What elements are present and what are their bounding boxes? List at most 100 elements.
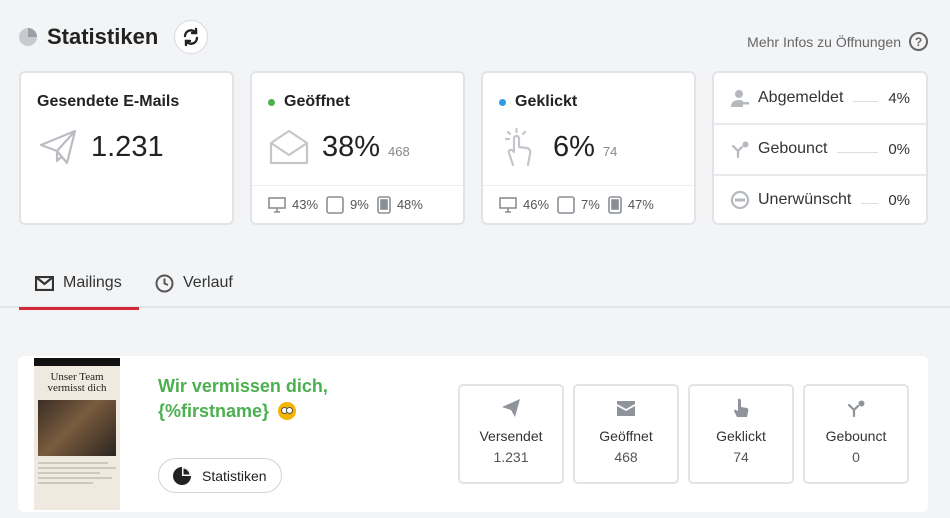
card-title: Gesendete E-Mails bbox=[37, 93, 180, 110]
sent-emails-card: Gesendete E-Mails 1.231 bbox=[19, 71, 234, 225]
status-dot bbox=[268, 98, 275, 106]
more-info-label: Mehr Infos zu Öffnungen bbox=[747, 33, 901, 50]
pie-chart-icon bbox=[19, 28, 37, 46]
divider bbox=[861, 202, 879, 204]
clicked-value-group: 6% 74 bbox=[553, 131, 617, 164]
statistics-button[interactable]: Statistiken bbox=[158, 458, 282, 493]
refresh-button[interactable] bbox=[174, 20, 209, 54]
stat-label: Unerwünscht bbox=[758, 191, 852, 208]
statistics-button-label: Statistiken bbox=[202, 467, 267, 484]
opened-count: 468 bbox=[388, 144, 410, 159]
opened-value-group: 38% 468 bbox=[322, 131, 410, 164]
thumbnail-header-bar bbox=[34, 358, 120, 366]
metric-clicked: Geklickt 74 bbox=[688, 384, 794, 484]
stat-value: 0% bbox=[888, 191, 910, 209]
paper-plane-icon bbox=[502, 399, 520, 417]
stat-label: Gebounct bbox=[758, 140, 828, 157]
bounce-icon bbox=[847, 400, 865, 418]
tablet-stat: 9% bbox=[326, 195, 369, 214]
desktop-value: 46% bbox=[523, 197, 550, 212]
metric-label: Geklickt bbox=[716, 428, 766, 444]
metric-opened: Geöffnet 468 bbox=[573, 384, 679, 484]
tablet-stat: 7% bbox=[557, 195, 600, 214]
divider bbox=[837, 151, 879, 153]
metric-bounced: Gebounct 0 bbox=[803, 384, 909, 484]
pointer-click-icon bbox=[504, 127, 532, 167]
tab-bar: Mailings Verlauf bbox=[0, 258, 950, 310]
tablet-icon bbox=[557, 195, 575, 214]
metric-label: Versendet bbox=[479, 428, 543, 444]
page-title: Statistiken bbox=[47, 24, 159, 49]
status-dot bbox=[499, 98, 506, 106]
spam-icon bbox=[730, 190, 750, 210]
stat-label: Abgemeldet bbox=[758, 89, 844, 106]
tab-label: Mailings bbox=[63, 274, 122, 291]
paper-plane-icon bbox=[39, 129, 77, 165]
envelope-icon bbox=[35, 275, 54, 291]
metric-label: Gebounct bbox=[825, 428, 887, 444]
device-breakdown: 46% 7% 47% bbox=[483, 185, 694, 223]
metric-value: 468 bbox=[614, 449, 638, 465]
envelope-icon bbox=[617, 401, 635, 416]
mailing-subject[interactable]: Wir vermissen dich, {%firstname} bbox=[158, 374, 358, 424]
desktop-icon bbox=[499, 196, 517, 213]
desktop-stat: 43% bbox=[268, 196, 319, 213]
mobile-value: 48% bbox=[396, 197, 423, 212]
help-icon: ? bbox=[909, 32, 928, 51]
desktop-value: 43% bbox=[292, 197, 319, 212]
envelope-open-icon bbox=[269, 129, 309, 165]
tab-mailings[interactable]: Mailings bbox=[19, 258, 139, 310]
mailing-card: Unser Team vermisst dich Wir vermissen d… bbox=[18, 356, 928, 512]
metric-label: Geöffnet bbox=[599, 428, 653, 444]
mobile-stat: 48% bbox=[377, 195, 423, 214]
bounce-icon bbox=[731, 141, 749, 159]
metric-value: 1.231 bbox=[493, 449, 529, 465]
divider bbox=[853, 100, 879, 102]
other-stats-card: Abgemeldet 4% Gebounct 0% Unerwünscht 0% bbox=[712, 71, 928, 225]
stat-value: 4% bbox=[888, 89, 910, 107]
clicked-title: Geklickt bbox=[515, 93, 578, 110]
clicked-value: 6% bbox=[553, 131, 595, 163]
thumbnail-title: Unser Team vermisst dich bbox=[47, 371, 107, 394]
subject-line-1: Wir vermissen dich, bbox=[158, 376, 328, 396]
stat-value: 0% bbox=[888, 140, 910, 158]
tab-label: Verlauf bbox=[183, 274, 233, 291]
clicked-count: 74 bbox=[602, 144, 618, 159]
mobile-icon bbox=[608, 195, 622, 214]
metric-sent: Versendet 1.231 bbox=[458, 384, 564, 484]
opened-card: Geöffnet 38% 468 43% 9% 48% bbox=[250, 71, 465, 225]
thumbnail-photo bbox=[38, 400, 116, 456]
mobile-value: 47% bbox=[627, 197, 654, 212]
tablet-value: 7% bbox=[581, 197, 600, 212]
card-title: Geöffnet bbox=[268, 93, 350, 111]
mobile-stat: 47% bbox=[608, 195, 654, 214]
desktop-stat: 46% bbox=[499, 196, 550, 213]
device-breakdown: 43% 9% 48% bbox=[252, 185, 463, 223]
subject-line-2: {%firstname} bbox=[158, 401, 270, 421]
metric-value: 0 bbox=[852, 449, 860, 465]
card-title: Geklickt bbox=[499, 93, 577, 111]
tab-verlauf[interactable]: Verlauf bbox=[155, 258, 255, 308]
sent-value: 1.231 bbox=[91, 131, 164, 163]
metric-value: 74 bbox=[733, 449, 749, 465]
mailing-thumbnail[interactable]: Unser Team vermisst dich bbox=[34, 358, 120, 510]
tablet-value: 9% bbox=[350, 197, 369, 212]
clicked-card: Geklickt 6% 74 46% 7% 47% bbox=[481, 71, 696, 225]
pointer-icon bbox=[734, 398, 749, 417]
opened-value: 38% bbox=[322, 131, 381, 163]
user-remove-icon bbox=[731, 90, 749, 107]
bounced-row: Gebounct 0% bbox=[714, 123, 926, 173]
pie-chart-icon bbox=[173, 466, 191, 485]
desktop-icon bbox=[268, 196, 286, 213]
more-info-link[interactable]: Mehr Infos zu Öffnungen ? bbox=[747, 32, 928, 51]
refresh-icon bbox=[184, 27, 199, 47]
unsubscribed-row: Abgemeldet 4% bbox=[714, 73, 926, 123]
thumbnail-text-lines bbox=[38, 462, 116, 484]
mobile-icon bbox=[377, 195, 391, 214]
clock-icon bbox=[155, 274, 174, 292]
flushed-face-emoji-icon bbox=[278, 402, 297, 420]
tablet-icon bbox=[326, 195, 344, 214]
opened-title: Geöffnet bbox=[284, 93, 350, 110]
spam-row: Unerwünscht 0% bbox=[714, 174, 926, 224]
page-header: Statistiken bbox=[18, 20, 209, 54]
